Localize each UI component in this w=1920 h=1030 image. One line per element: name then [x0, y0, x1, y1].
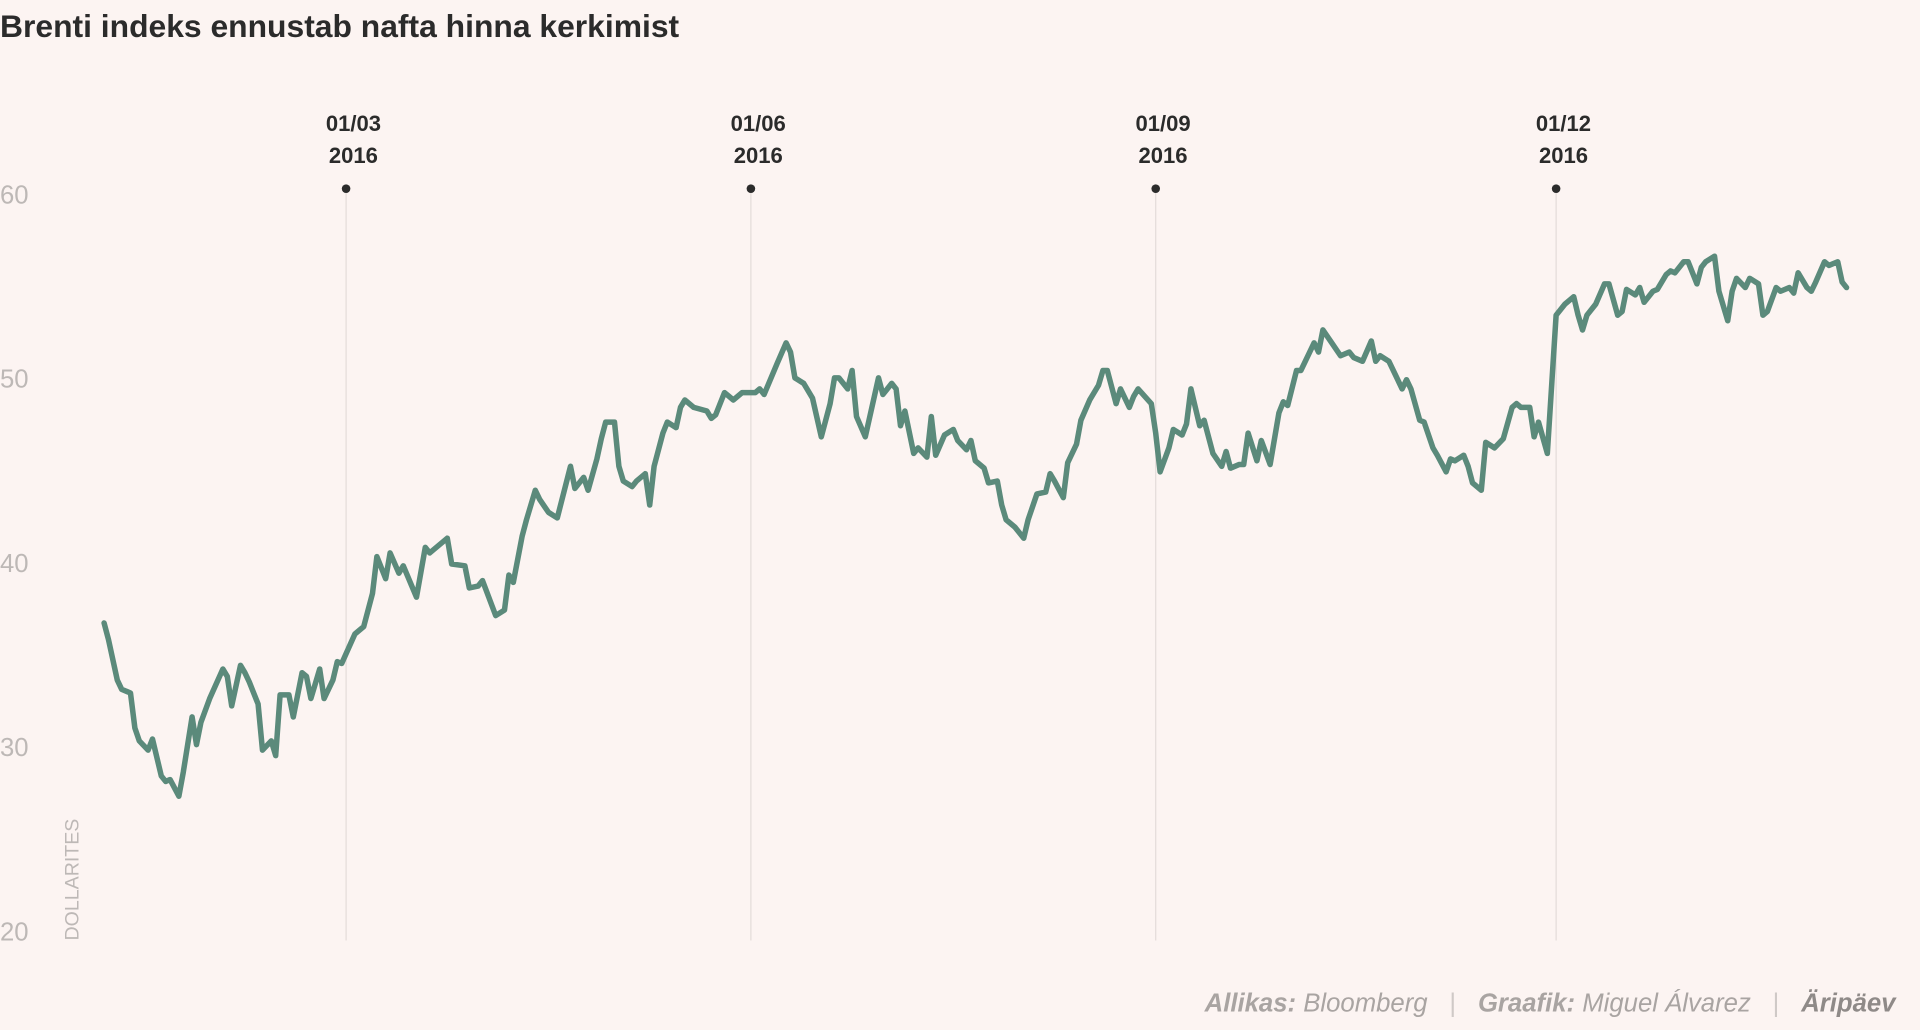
y-tick-label: 20	[0, 919, 29, 947]
x-tick-label-line: 01/12	[1536, 111, 1591, 136]
x-tick-label: 01/06 2016	[731, 111, 786, 168]
tick-mark	[341, 184, 351, 193]
footer-author-label: Graafik:	[1478, 990, 1575, 1018]
x-tick-label-line: 2016	[1539, 143, 1588, 168]
x-tick-label-line: 01/03	[326, 111, 381, 136]
x-tick-label: 01/12 2016	[1536, 111, 1591, 168]
tick-mark	[746, 184, 756, 193]
x-tick-label-line: 01/06	[731, 111, 786, 136]
footer-separator: |	[1773, 990, 1780, 1018]
footer-source-label: Allikas:	[1204, 990, 1296, 1018]
x-tick-label-line: 2016	[1139, 143, 1188, 168]
footer-separator: |	[1449, 990, 1456, 1018]
x-tick-label-line: 2016	[734, 143, 783, 168]
tick-mark	[1151, 184, 1160, 193]
x-tick-label: 01/09 2016	[1135, 111, 1190, 168]
x-tick-label-line: 2016	[329, 143, 378, 168]
price-line	[101, 253, 1850, 799]
footer: Allikas: Bloomberg | Graafik: Miguel Álv…	[1204, 989, 1898, 1018]
footer-source: Bloomberg	[1303, 990, 1428, 1018]
y-tick-label: 60	[0, 181, 29, 209]
x-tick-label: 01/03 2016	[326, 111, 381, 168]
y-tick-label: 50	[0, 366, 29, 394]
footer-brand: Äripäev	[1800, 990, 1897, 1018]
chart-title: Brenti indeks ennustab nafta hinna kerki…	[0, 8, 680, 44]
footer-author: Miguel Álvarez	[1582, 989, 1751, 1018]
y-axis-label: DOLLARITES	[61, 819, 83, 941]
y-tick-label: 40	[0, 550, 29, 578]
y-tick-label: 30	[0, 734, 29, 762]
x-tick-label-line: 01/09	[1135, 111, 1190, 136]
tick-mark	[1551, 184, 1561, 193]
